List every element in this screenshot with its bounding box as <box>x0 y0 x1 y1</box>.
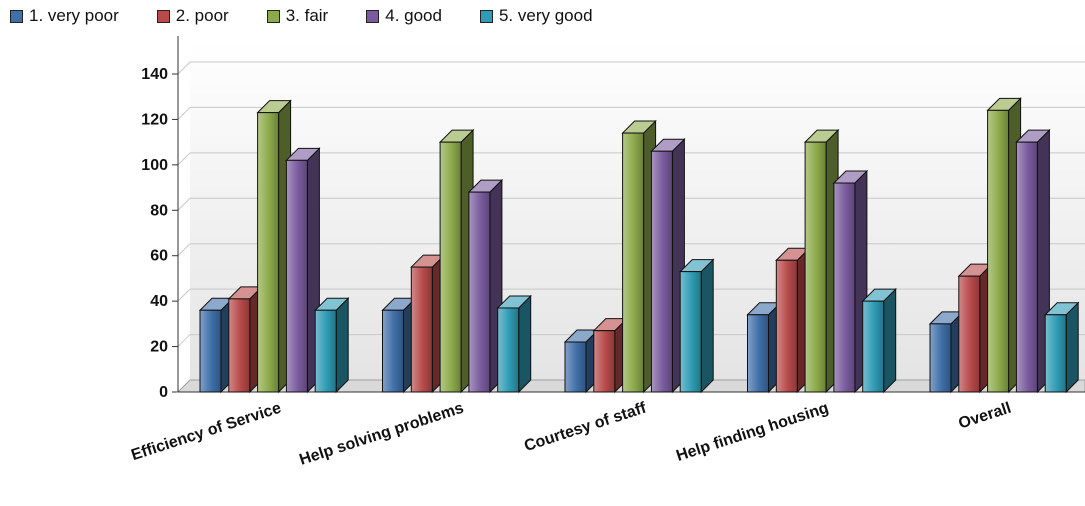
gridline <box>177 288 191 302</box>
legend-swatch-fair <box>266 9 280 23</box>
bar-front <box>958 275 981 393</box>
bar-front <box>622 132 645 393</box>
bar-3-0 <box>746 301 782 394</box>
bar-front <box>228 298 251 393</box>
legend-label-fair: 3. fair <box>285 6 329 25</box>
x-tick-label: Help finding housing <box>674 400 831 465</box>
bar-1-3 <box>467 178 504 394</box>
legend-swatch-poor <box>156 9 170 23</box>
bar-0-1 <box>227 285 264 394</box>
y-tick-label: 140 <box>141 66 168 83</box>
bar-3-3 <box>832 169 869 394</box>
legend-swatch-very-good <box>479 9 493 23</box>
bar-side <box>335 297 349 394</box>
bar-front <box>468 191 491 393</box>
bar-1-2 <box>438 128 475 394</box>
bar-1-1 <box>410 253 446 394</box>
bar-front <box>679 271 702 393</box>
y-tick-label: 100 <box>141 157 168 174</box>
x-tick-label: Courtesy of staff <box>522 399 649 455</box>
legend-item-very-good[interactable]: 5. very good <box>479 6 593 26</box>
bar-4-4 <box>1043 301 1080 394</box>
y-tick-label: 60 <box>150 248 168 265</box>
gridline <box>177 152 191 166</box>
bar-front <box>564 341 587 393</box>
bar-side <box>518 294 532 394</box>
bar-front <box>650 150 673 393</box>
legend-swatch-very-poor <box>10 9 23 23</box>
bar-0-0 <box>198 297 235 394</box>
legend: 1. very poor 2. poor 3. fair 4. good 5. … <box>10 6 631 26</box>
bar-front <box>987 109 1010 393</box>
gridline <box>177 243 191 257</box>
bar-front <box>747 314 769 393</box>
legend-label-poor: 2. poor <box>175 6 229 25</box>
gridline <box>177 197 191 211</box>
x-tick-label: Overall <box>956 400 1013 433</box>
bar-front <box>862 300 885 393</box>
bar-front <box>804 141 827 393</box>
bar-3-4 <box>861 287 897 394</box>
gridline <box>177 334 191 347</box>
legend-item-good[interactable]: 4. good <box>366 6 442 26</box>
y-tick-label: 20 <box>150 339 168 356</box>
legend-label-very-good: 5. very good <box>498 6 593 25</box>
legend-item-fair[interactable]: 3. fair <box>266 6 329 26</box>
bar-1-0 <box>381 297 417 394</box>
bar-2-1 <box>592 317 629 394</box>
y-tick-label: 0 <box>159 384 168 401</box>
bar-front <box>314 309 337 393</box>
bar-2-2 <box>621 119 657 394</box>
bar-front <box>382 309 404 393</box>
bar-front <box>593 330 616 393</box>
bar-front <box>439 141 462 393</box>
bar-front <box>833 182 856 393</box>
bar-1-4 <box>496 294 532 394</box>
bar-0-4 <box>313 297 350 394</box>
y-tick-label: 40 <box>150 293 168 310</box>
x-tick-label: Efficiency of Service <box>129 400 283 465</box>
bar-side <box>700 258 714 394</box>
bar-side <box>883 287 897 394</box>
y-tick-label: 80 <box>150 202 168 219</box>
bar-front <box>497 307 520 393</box>
bar-front <box>929 323 952 393</box>
x-tick-label: Help solving problems <box>297 400 466 469</box>
bar-2-4 <box>678 258 715 394</box>
bar-front <box>410 266 433 393</box>
bar-4-3 <box>1015 128 1051 394</box>
bar-4-0 <box>928 310 965 394</box>
legend-label-good: 4. good <box>385 6 442 25</box>
bar-front <box>285 159 308 393</box>
bar-3-1 <box>775 247 811 394</box>
bar-front <box>199 309 222 393</box>
gridline <box>177 61 191 75</box>
bar-front <box>1044 314 1067 393</box>
gridline <box>177 107 191 120</box>
legend-item-poor[interactable]: 2. poor <box>156 6 229 26</box>
bar-2-0 <box>563 328 600 394</box>
bar-4-1 <box>957 262 994 394</box>
bar-2-3 <box>650 138 686 394</box>
y-tick-label: 120 <box>141 111 168 128</box>
legend-label-very-poor: 1. very poor <box>29 6 119 25</box>
bar-front <box>775 259 798 393</box>
legend-swatch-good <box>366 9 380 23</box>
bar-front <box>257 112 280 393</box>
bar-side <box>1065 301 1079 394</box>
bar-front <box>1015 141 1038 393</box>
bar-0-3 <box>285 147 321 394</box>
bar-3-2 <box>803 128 840 394</box>
bar-0-2 <box>256 99 292 394</box>
legend-item-very-poor[interactable]: 1. very poor <box>10 6 119 26</box>
